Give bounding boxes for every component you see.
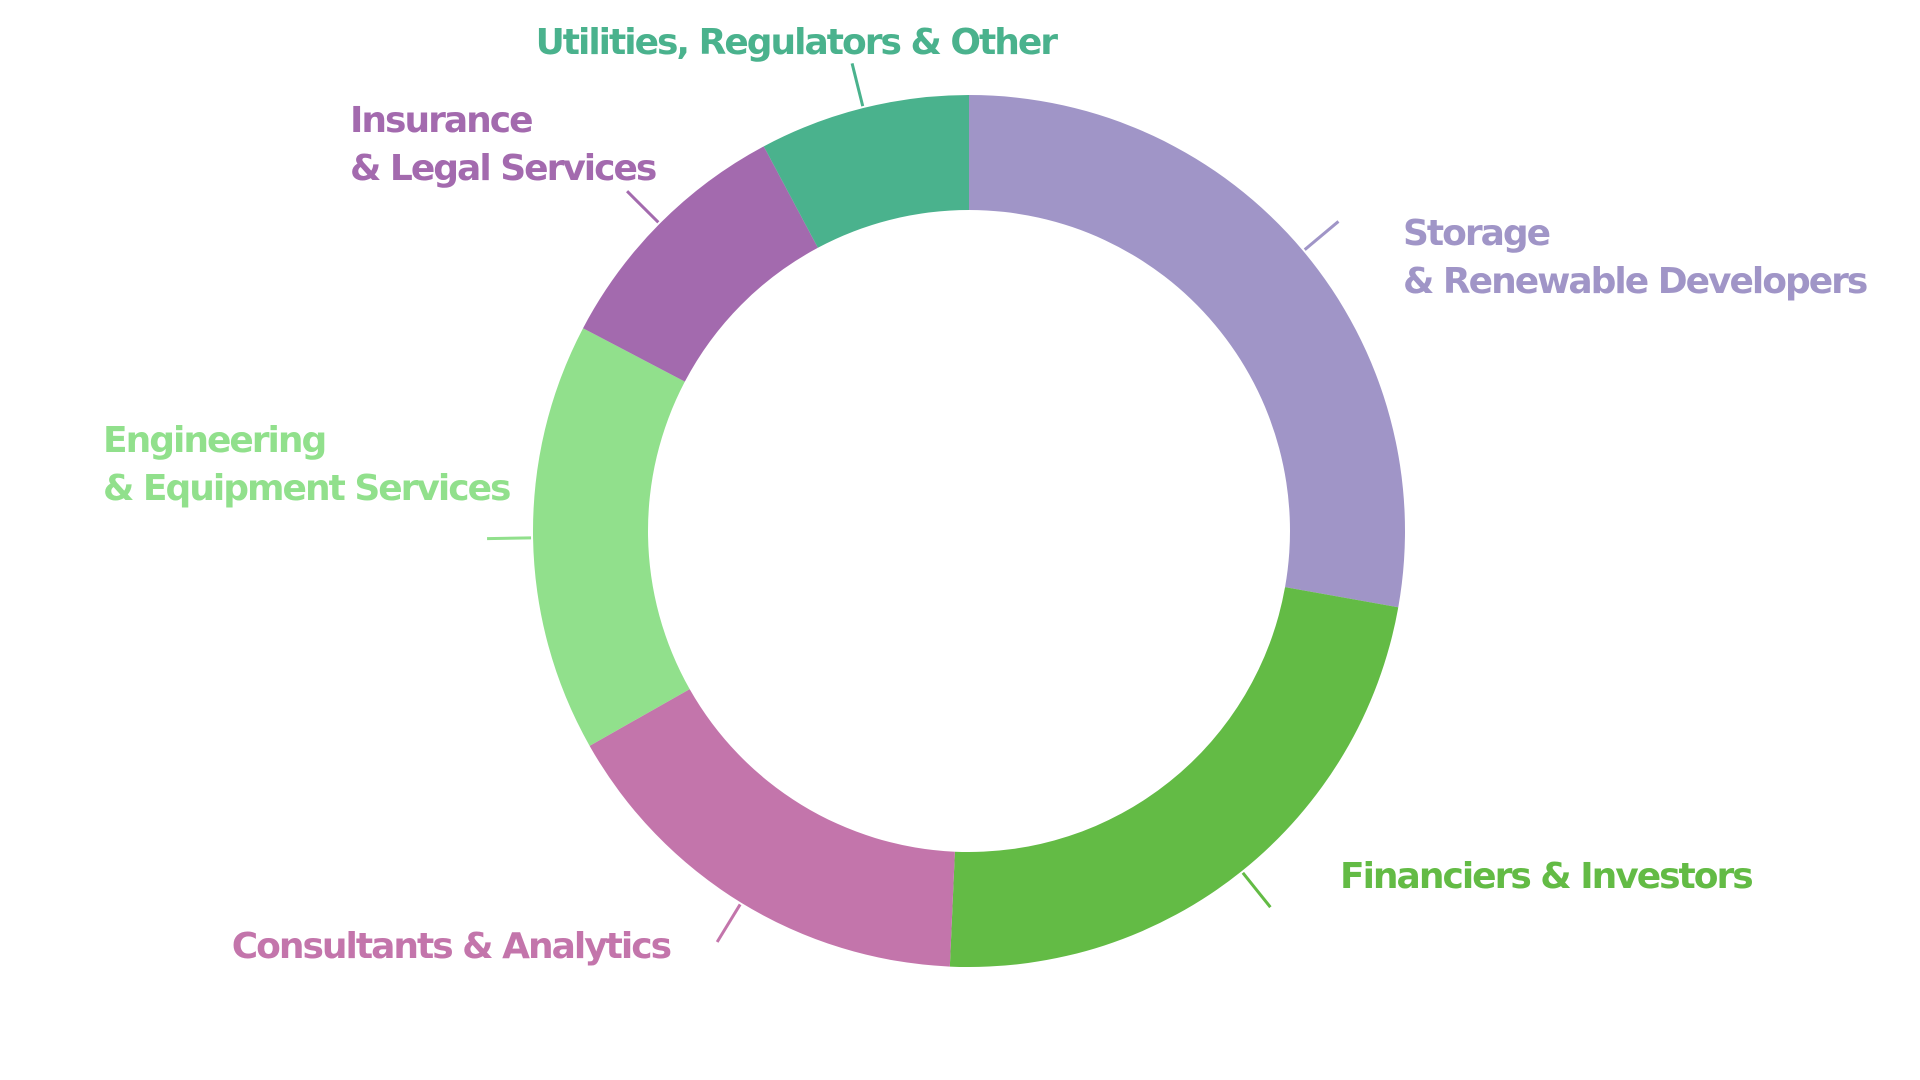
slice-labels: Storage & Renewable Developers Financiers …: [103, 22, 1869, 967]
label-insurance-and-legal-services: Insurance & Legal Services: [350, 100, 656, 189]
label-utilities-regulators-and-other: Utilities, Regulators & Other: [536, 22, 1059, 63]
label-line: & Renewable Developers: [1403, 261, 1867, 302]
leader-line-consultants-and-analytics: [715, 903, 742, 943]
label-consultants-and-analytics: Consultants & Analytics: [232, 926, 671, 967]
label-financiers-and-investors: Financiers & Investors: [1340, 856, 1752, 897]
label-line: Storage: [1403, 213, 1550, 254]
label-line: & Legal Services: [350, 148, 656, 189]
label-engineering-and-equipment-services: Engineering & Equipment Services: [103, 420, 510, 509]
label-storage-and-renewable-developers: Storage & Renewable Developers: [1403, 213, 1867, 302]
label-line: & Equipment Services: [103, 468, 510, 509]
label-line: Utilities, Regulators & Other: [536, 22, 1059, 63]
leader-line-financiers-and-investors: [1241, 871, 1272, 909]
slice-utilities-regulators-and-other: [763, 95, 969, 248]
label-line: Insurance: [350, 100, 532, 141]
leader-line-insurance-and-legal-services: [626, 190, 660, 224]
leader-line-utilities-regulators-and-other: [850, 63, 865, 107]
label-line: Financiers & Investors: [1340, 856, 1752, 897]
slice-financiers-and-investors: [949, 587, 1399, 967]
label-line: Engineering: [103, 420, 325, 461]
donut-slices: [533, 95, 1405, 967]
leader-lines: [487, 63, 1340, 943]
slice-insurance-and-legal-services: [583, 146, 818, 382]
leader-line-storage-and-renewable-developers: [1303, 220, 1340, 251]
slice-storage-and-renewable-developers: [969, 95, 1405, 608]
slice-engineering-and-equipment-services: [533, 328, 690, 746]
slice-consultants-and-analytics: [589, 689, 955, 967]
leader-line-engineering-and-equipment-services: [487, 536, 532, 541]
label-line: Consultants & Analytics: [232, 926, 671, 967]
